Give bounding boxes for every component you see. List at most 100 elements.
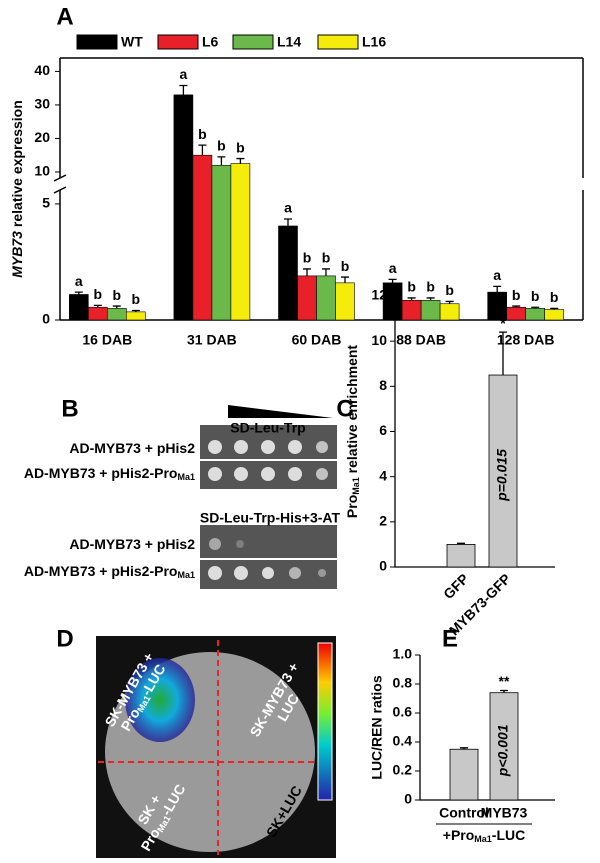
bar (173, 94, 194, 321)
significance-letter: b (341, 258, 350, 274)
bar (525, 308, 546, 321)
y-axis-label: ProMa1 relative enrichment (344, 345, 362, 518)
error-bar (512, 305, 521, 308)
bar (192, 154, 213, 321)
bar (439, 303, 460, 321)
legend-label: L6 (202, 34, 219, 50)
text-part: Ma1 (474, 834, 492, 844)
significance-letter: b (531, 288, 540, 304)
significance-letter: a (75, 273, 83, 289)
y-tick-label: 0.2 (393, 762, 413, 778)
error-bar (407, 297, 416, 301)
panel-label: D (56, 625, 73, 652)
axis-break (53, 174, 67, 182)
legend-label: WT (121, 34, 143, 50)
significance-stars: * (500, 315, 506, 331)
text-part: Ma1 (177, 570, 195, 580)
y-tick-label: 10 (371, 332, 387, 348)
significance-letter: b (113, 287, 122, 303)
axes (419, 655, 555, 801)
y-tick-label: 0 (379, 558, 387, 574)
x-tick-label: 128 DAB (497, 332, 555, 348)
text-part: AD-MYB73 + pHis2-Pro (24, 465, 178, 481)
y-tick-label: 4 (379, 467, 387, 483)
bar (88, 306, 108, 321)
error-bar (322, 268, 330, 276)
significance-letter: b (132, 291, 141, 307)
significance-stars: ** (499, 673, 510, 689)
text-part: MYB73 (9, 231, 25, 278)
y-tick-label: 2 (379, 513, 387, 529)
y-axis-label: LUC/REN ratios (369, 675, 385, 779)
significance-letter: a (284, 200, 292, 216)
x-tick-label: Control (439, 805, 489, 821)
x-tick-label: GFP (440, 570, 472, 602)
bar (107, 308, 127, 321)
x-axis-label: +ProMa1-LUC (443, 827, 525, 845)
text-part: Ma1 (351, 477, 361, 495)
error-bar (493, 285, 502, 293)
panel-label: A (56, 3, 73, 30)
significance-letter: b (94, 286, 103, 302)
x-tick-label: 16 DAB (82, 332, 132, 348)
x-tick-label: 60 DAB (292, 332, 342, 348)
panel-label: B (61, 395, 78, 422)
bar (401, 299, 422, 321)
medium-label: SD-Leu-Trp (230, 420, 305, 436)
error-bar (179, 84, 188, 95)
y-tick-label: 0.8 (393, 675, 413, 691)
text-part: Ma1 (177, 472, 195, 482)
y-tick-label: 10 (34, 163, 50, 179)
significance-letter: a (389, 260, 397, 276)
panel-label: E (442, 625, 458, 652)
x-tick-label: 31 DAB (187, 332, 237, 348)
significance-letter: b (512, 287, 521, 303)
bar (544, 309, 565, 321)
text-part: relative expression (9, 100, 25, 227)
bar (335, 282, 355, 321)
bar (211, 164, 232, 321)
significance-letter: b (236, 139, 245, 155)
legend-label: L16 (362, 34, 386, 50)
error-bar (236, 157, 245, 164)
bar (69, 294, 89, 321)
error-bar (74, 291, 83, 295)
text-part: Pro (344, 495, 360, 518)
y-tick-label: 20 (34, 129, 50, 145)
bar (420, 299, 441, 321)
colonies (208, 440, 328, 580)
y-tick-label: 6 (379, 422, 387, 438)
error-bar (426, 297, 435, 301)
error-bar (112, 305, 121, 309)
legend-swatch (157, 34, 199, 50)
y-axis-label: MYB73 relative expression (9, 100, 25, 278)
bar (489, 692, 519, 801)
text-part: AD-MYB73 + pHis2 (69, 440, 195, 456)
x-tick-label: MYB73 (481, 805, 528, 821)
legend-swatch (232, 34, 274, 50)
error-bar (460, 747, 468, 750)
y-tick-label: 0.6 (393, 704, 413, 720)
axis-break (53, 186, 67, 194)
y-tick-label: 1.0 (393, 646, 413, 662)
y-tick-label: 8 (379, 377, 387, 393)
medium-label: SD-Leu-Trp-His+3-AT (200, 510, 341, 526)
y-tick-label: 30 (34, 96, 50, 112)
bar (126, 311, 146, 321)
significance-letter: b (198, 126, 207, 142)
bar (316, 275, 336, 321)
error-bar (445, 300, 454, 304)
luminescence (125, 658, 195, 742)
significance-letter: b (550, 289, 559, 305)
p-value: p=0.015 (494, 449, 510, 502)
x-tick-label: 88 DAB (396, 332, 446, 348)
significance-letter: a (493, 267, 501, 283)
error-bar (131, 309, 140, 312)
text-part: AD-MYB73 + pHis2-Pro (24, 563, 178, 579)
y-tick-label: 0 (42, 311, 50, 327)
row-label: AD-MYB73 + pHis2 (69, 536, 195, 552)
error-bar (198, 144, 207, 156)
error-bar (550, 307, 559, 310)
significance-letter: b (303, 250, 312, 266)
